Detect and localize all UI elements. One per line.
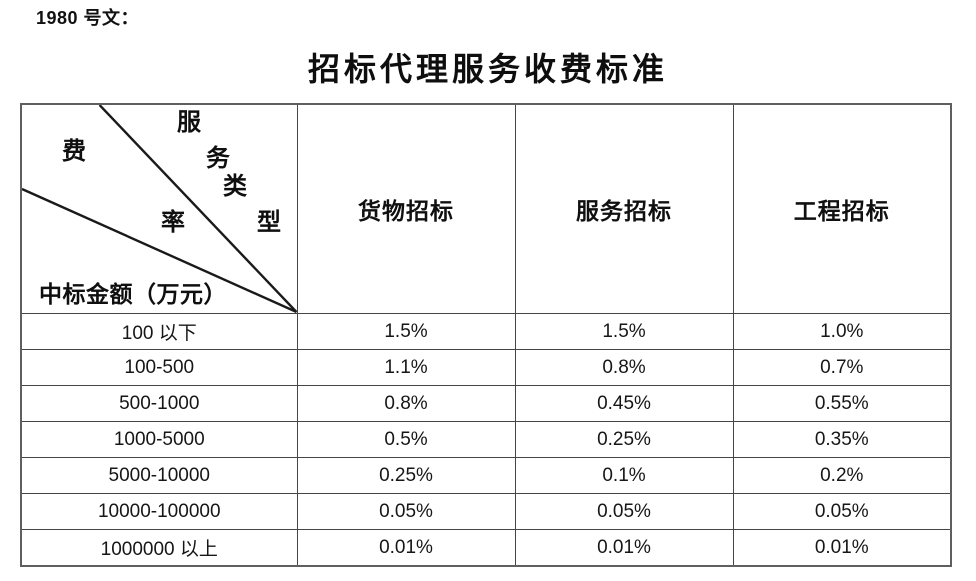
fee-value: 0.8% [296, 385, 516, 422]
header-row: 服 务 类 型 费 率 中标金额（万元） 货物招标 服务招标 工程招标 [20, 103, 952, 314]
corner-rate-char-1: 费 [62, 139, 86, 165]
corner-type-char-3: 类 [223, 174, 247, 200]
doc-number-label: 1980 号文： [36, 8, 140, 28]
fee-value: 0.55% [732, 385, 952, 422]
fee-value: 0.35% [732, 421, 952, 458]
fee-value: 0.45% [514, 385, 734, 422]
row-range-label: 1000000 以上 [20, 529, 298, 567]
table-row: 500-1000 0.8% 0.45% 0.55% [20, 385, 952, 422]
column-header-goods: 货物招标 [296, 103, 516, 314]
fee-value: 1.5% [514, 313, 734, 350]
table-row: 100 以下 1.5% 1.5% 1.0% [20, 313, 952, 350]
row-range-label: 10000-100000 [20, 493, 298, 530]
corner-type-char-2: 务 [206, 146, 230, 172]
fee-value: 0.01% [514, 529, 734, 567]
diagonal-line-lower [22, 187, 296, 313]
table-row: 1000000 以上 0.01% 0.01% 0.01% [20, 529, 952, 567]
fee-value: 0.05% [514, 493, 734, 530]
fee-value: 1.0% [732, 313, 952, 350]
fee-table: 服 务 类 型 费 率 中标金额（万元） 货物招标 服务招标 工程招标 100 … [20, 103, 952, 567]
fee-value: 0.25% [514, 421, 734, 458]
row-range-label: 100 以下 [20, 313, 298, 350]
corner-type-char-1: 服 [177, 110, 201, 136]
row-range-label: 100-500 [20, 349, 298, 386]
corner-rate-char-2: 率 [161, 210, 185, 236]
fee-value: 0.2% [732, 457, 952, 494]
row-range-label: 1000-5000 [20, 421, 298, 458]
fee-value: 0.25% [296, 457, 516, 494]
fee-value: 0.8% [514, 349, 734, 386]
fee-value: 0.1% [514, 457, 734, 494]
table-row: 100-500 1.1% 0.8% 0.7% [20, 349, 952, 386]
diagonal-lines [22, 105, 296, 313]
corner-amount-label: 中标金额（万元） [39, 282, 227, 307]
column-header-engineering: 工程招标 [732, 103, 952, 314]
page-title: 招标代理服务收费标准 [307, 51, 668, 87]
diagonal-line-upper [98, 105, 296, 313]
corner-type-char-4: 型 [257, 210, 281, 236]
fee-value: 0.05% [296, 493, 516, 530]
row-range-label: 5000-10000 [20, 457, 298, 494]
fee-value: 0.5% [296, 421, 516, 458]
fee-value: 0.01% [732, 529, 952, 567]
diagonal-corner-cell: 服 务 类 型 费 率 中标金额（万元） [20, 103, 298, 314]
fee-value: 0.7% [732, 349, 952, 386]
column-header-service: 服务招标 [514, 103, 734, 314]
fee-value: 0.01% [296, 529, 516, 567]
row-range-label: 500-1000 [20, 385, 298, 422]
table-row: 5000-10000 0.25% 0.1% 0.2% [20, 457, 952, 494]
fee-value: 1.1% [296, 349, 516, 386]
table-row: 10000-100000 0.05% 0.05% 0.05% [20, 493, 952, 530]
fee-value: 1.5% [296, 313, 516, 350]
fee-value: 0.05% [732, 493, 952, 530]
table-row: 1000-5000 0.5% 0.25% 0.35% [20, 421, 952, 458]
